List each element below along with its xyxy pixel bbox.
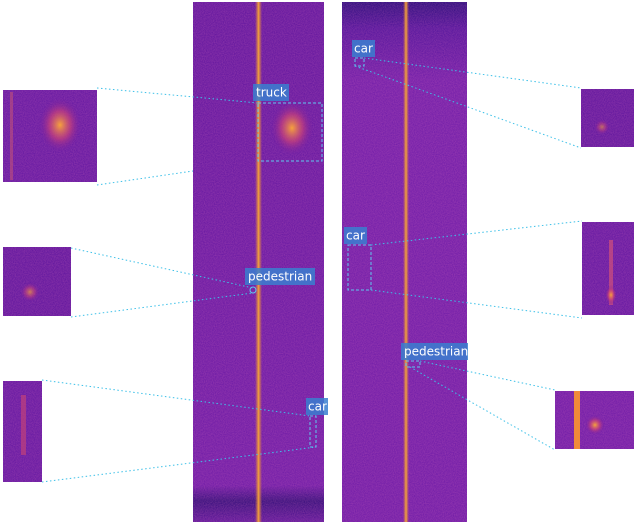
detection-label: car xyxy=(308,400,327,414)
left-spectrogram xyxy=(193,2,324,522)
detection-label: car xyxy=(346,229,365,243)
figure: truck pedestrian car car car pedestrian xyxy=(0,0,634,525)
detection-label: truck xyxy=(256,86,287,100)
detection-label: pedestrian xyxy=(248,270,312,284)
detection-label: car xyxy=(354,42,373,56)
detection-label: pedestrian xyxy=(404,345,468,359)
right-spectrogram xyxy=(342,2,467,522)
